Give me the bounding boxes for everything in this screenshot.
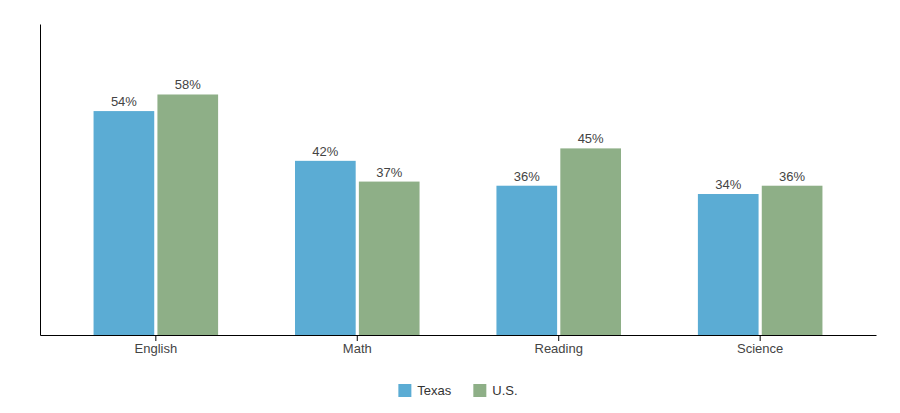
data-label: 58% [175,77,201,92]
x-tick-mark [357,335,358,341]
bar [157,94,218,335]
data-label: 45% [578,131,604,146]
x-axis: English Math Reading Science [41,335,877,356]
y-axis [40,25,41,336]
x-tick-mark [558,335,559,341]
bars [94,94,823,335]
x-tick: Reading [535,335,583,356]
data-label: 37% [376,165,402,180]
bar [359,182,420,335]
x-axis-line [41,335,877,336]
x-tick-label: Science [737,341,783,356]
x-tick-label: Math [343,341,372,356]
x-tick: Science [737,335,783,356]
legend-swatch [398,384,411,397]
bar [698,194,759,335]
data-label: 34% [715,177,741,192]
legend-label: U.S. [492,383,517,398]
data-label: 42% [312,144,338,159]
legend-swatch [473,384,486,397]
data-label: 36% [514,169,540,184]
legend: Texas U.S. [398,383,517,398]
plot: 54% 42% 36% 34% 58% 37% 45% 36% English Math Readi… [41,25,877,357]
x-tick-label: Reading [535,341,583,356]
bar-series [157,94,822,335]
bar [762,186,823,335]
x-tick: Math [343,335,372,356]
legend-item: U.S. [473,383,517,398]
y-axis-line [40,25,41,336]
bar [295,161,356,335]
data-label: 36% [779,169,805,184]
x-tick: English [135,335,178,356]
bar [560,148,621,335]
bar [94,111,155,335]
x-tick-label: English [135,341,178,356]
bar [496,186,557,335]
x-tick-mark [760,335,761,341]
legend-item: Texas [398,383,451,398]
legend-label: Texas [417,383,451,398]
chart: 54% 42% 36% 34% 58% 37% 45% 36% English Math Readi… [0,0,900,413]
x-tick-mark [155,335,156,341]
data-labels: 54% 42% 36% 34% 58% 37% 45% 36% [111,77,806,192]
data-label: 54% [111,94,137,109]
